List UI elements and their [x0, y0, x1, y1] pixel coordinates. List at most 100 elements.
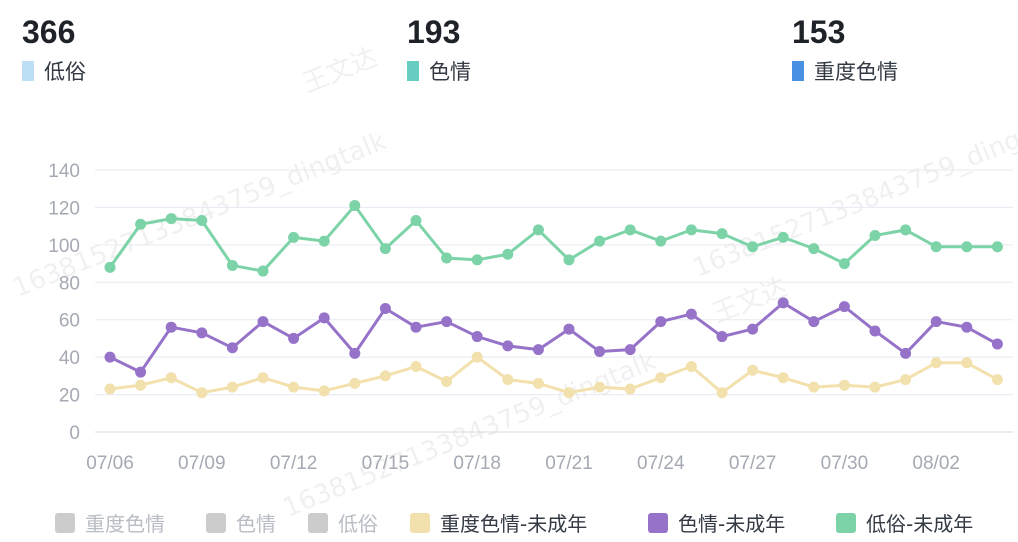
data-point — [716, 331, 728, 343]
legend-item[interactable]: 重度色情 — [55, 508, 165, 537]
series-line — [108, 301, 999, 374]
data-point — [349, 347, 361, 359]
data-point — [930, 316, 942, 328]
data-point — [104, 351, 116, 363]
legend-item[interactable]: 重度色情-未成年 — [410, 508, 587, 537]
legend-swatch — [648, 512, 668, 533]
data-point — [257, 372, 269, 384]
data-point — [288, 381, 300, 393]
data-point — [991, 338, 1003, 350]
data-point — [716, 387, 728, 399]
stat-label-row: 色情 — [407, 56, 471, 86]
stat-porn: 193 色情 — [407, 12, 471, 86]
data-point — [379, 243, 391, 255]
stat-value: 366 — [22, 14, 76, 50]
data-point — [655, 316, 667, 328]
data-point — [655, 235, 667, 247]
data-point — [563, 254, 575, 266]
data-point — [900, 347, 912, 359]
data-point — [685, 361, 697, 372]
x-tick-label: 07/12 — [270, 453, 318, 474]
stat-label: 色情 — [429, 60, 471, 84]
y-tick-label: 60 — [59, 311, 80, 332]
data-point — [869, 381, 881, 393]
legend-swatch — [206, 512, 226, 533]
y-tick-label: 140 — [48, 161, 80, 182]
legend-swatch — [836, 512, 856, 533]
data-point — [594, 235, 606, 247]
data-point — [318, 385, 330, 397]
data-point — [594, 381, 606, 393]
stat-color-swatch — [792, 61, 804, 81]
x-tick-label: 07/21 — [545, 453, 593, 474]
data-point — [318, 235, 330, 247]
data-point — [379, 370, 391, 382]
data-point — [196, 387, 208, 399]
data-point — [961, 357, 973, 369]
stat-low-vulgar: 366 低俗 — [22, 12, 86, 86]
data-point — [930, 357, 942, 369]
data-point — [410, 361, 422, 372]
data-point — [104, 383, 116, 395]
x-tick-label: 07/09 — [178, 453, 226, 474]
data-point — [441, 252, 453, 264]
x-tick-label: 07/06 — [86, 453, 134, 474]
data-point — [869, 325, 881, 337]
summary-stats: 366 低俗 193 色情 153 重度色情 — [0, 0, 1018, 110]
data-point — [257, 265, 269, 277]
y-tick-label: 120 — [48, 198, 80, 219]
data-point — [196, 215, 208, 227]
legend-swatch — [55, 512, 75, 533]
data-point — [838, 301, 850, 313]
data-point — [196, 327, 208, 339]
legend-item[interactable]: 色情 — [206, 508, 276, 537]
data-point — [226, 342, 238, 354]
x-tick-label: 07/27 — [729, 453, 777, 474]
data-point — [563, 387, 575, 399]
data-point — [961, 321, 973, 333]
data-point — [624, 383, 636, 395]
data-point — [624, 344, 636, 356]
data-point — [410, 215, 422, 227]
y-tick-label: 80 — [59, 273, 80, 294]
y-tick-label: 100 — [48, 236, 80, 257]
legend-item[interactable]: 色情-未成年 — [648, 508, 785, 537]
x-tick-label: 07/24 — [637, 453, 685, 474]
series-line — [108, 355, 999, 395]
data-point — [838, 379, 850, 391]
data-point — [502, 340, 514, 352]
stat-color-swatch — [22, 61, 34, 81]
data-point — [900, 374, 912, 386]
data-point — [165, 372, 177, 384]
data-point — [441, 316, 453, 328]
data-point — [471, 351, 483, 363]
y-tick-label: 40 — [59, 348, 80, 369]
data-point — [226, 381, 238, 393]
data-point — [288, 332, 300, 344]
data-point — [808, 243, 820, 255]
data-point — [777, 372, 789, 384]
line-chart: 0 20 40 60 80 100 120 140 07/06 07/09 07/12 07/15 07… — [48, 161, 1013, 474]
data-point — [991, 241, 1003, 253]
data-point — [808, 381, 820, 393]
data-point — [135, 379, 147, 391]
data-point — [532, 224, 544, 236]
stat-color-swatch — [407, 61, 419, 81]
data-point — [991, 374, 1003, 386]
data-point — [471, 331, 483, 343]
legend-swatch — [308, 512, 328, 533]
data-point — [685, 224, 697, 236]
data-point — [961, 241, 973, 253]
stat-label: 重度色情 — [814, 60, 898, 84]
data-point — [900, 224, 912, 236]
x-tick-label: 07/30 — [821, 453, 869, 474]
data-point — [165, 321, 177, 333]
legend-item[interactable]: 低俗-未成年 — [836, 508, 973, 537]
data-point — [685, 308, 697, 320]
legend-label: 低俗 — [338, 512, 378, 536]
legend-label: 色情 — [236, 512, 276, 536]
data-point — [379, 302, 391, 314]
data-point — [777, 231, 789, 243]
legend-item[interactable]: 低俗 — [308, 508, 378, 537]
x-tick-label: 07/15 — [362, 453, 410, 474]
